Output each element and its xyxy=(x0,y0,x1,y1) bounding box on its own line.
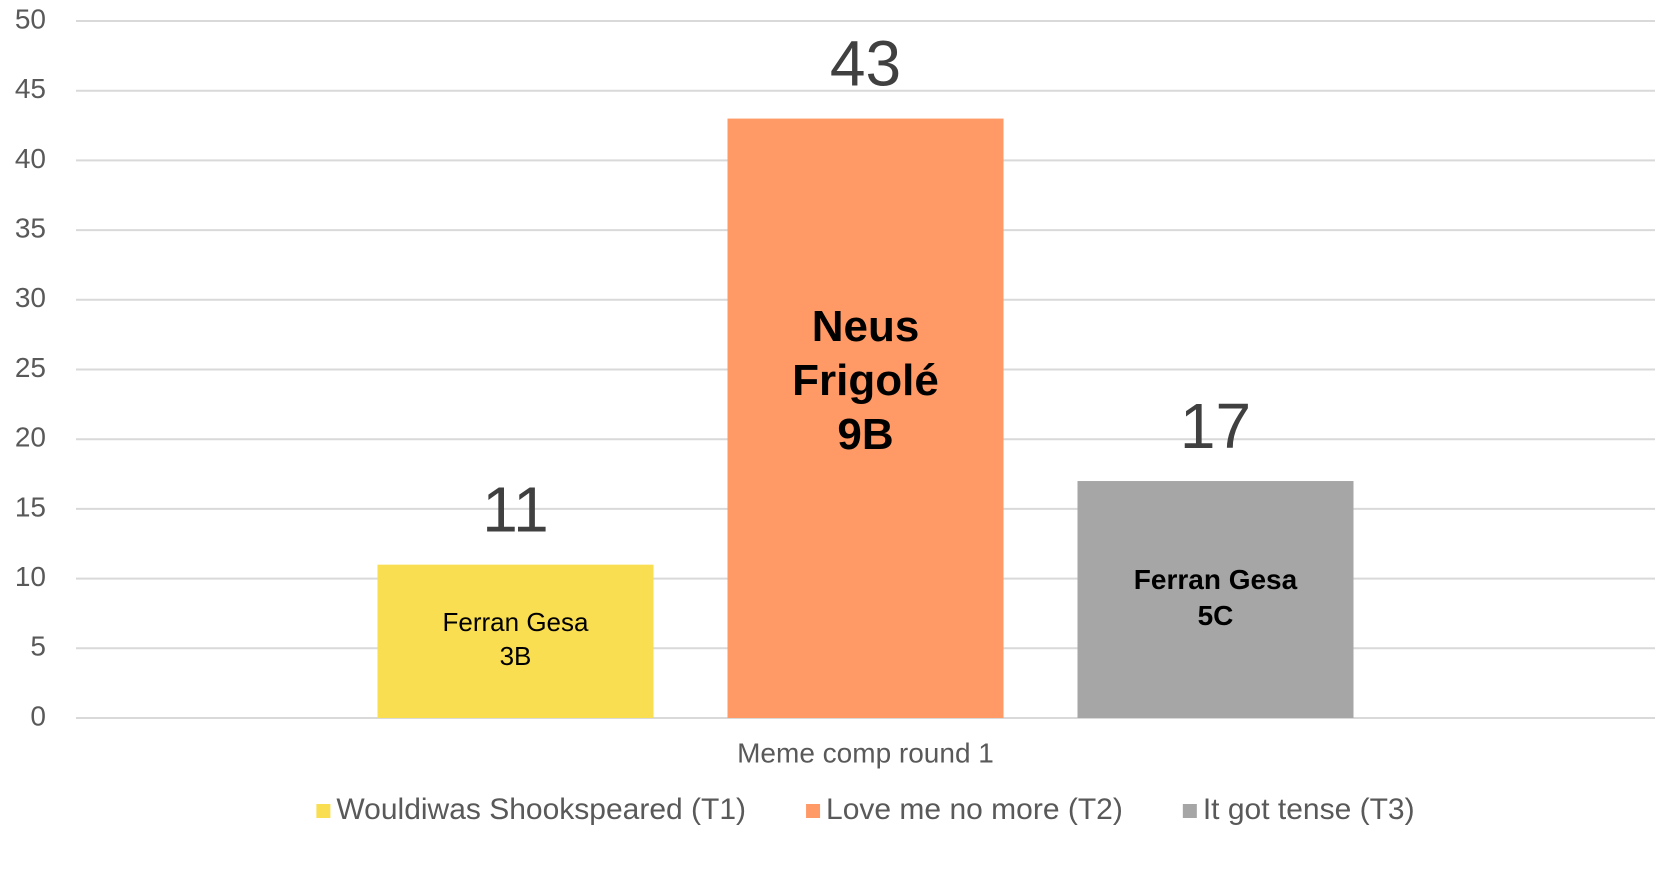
y-tick-label: 0 xyxy=(30,700,46,731)
bar-annotation: 3B xyxy=(500,641,532,671)
legend-swatch xyxy=(1182,804,1197,818)
y-tick-label: 20 xyxy=(15,422,46,453)
y-tick-label: 35 xyxy=(15,212,46,243)
legend-label: Wouldiwas Shookspeared (T1) xyxy=(336,793,746,826)
bar xyxy=(727,118,1004,718)
y-tick-label: 10 xyxy=(15,561,46,592)
legend-label: It got tense (T3) xyxy=(1203,793,1415,826)
y-tick-label: 5 xyxy=(30,631,46,662)
bar-annotation: Ferran Gesa xyxy=(1134,564,1298,595)
x-tick-label: Meme comp round 1 xyxy=(737,737,994,768)
legend-label: Love me no more (T2) xyxy=(826,793,1123,826)
bar-annotation: 9B xyxy=(837,410,893,459)
bar xyxy=(1077,481,1354,718)
bar-annotation: Neus xyxy=(812,302,920,351)
bar xyxy=(377,564,654,718)
legend-swatch xyxy=(806,804,821,818)
y-tick-label: 40 xyxy=(15,143,46,174)
value-label: 11 xyxy=(482,474,548,546)
value-label: 43 xyxy=(830,27,901,99)
y-tick-label: 45 xyxy=(15,73,46,104)
bar-annotation: Frigolé xyxy=(792,356,939,405)
y-tick-label: 50 xyxy=(15,3,46,34)
y-tick-label: 15 xyxy=(15,491,46,522)
y-tick-label: 30 xyxy=(15,282,46,313)
bar-annotation: 5C xyxy=(1198,600,1234,631)
bar-annotation: Ferran Gesa xyxy=(443,607,589,637)
value-label: 17 xyxy=(1180,390,1251,462)
legend-swatch xyxy=(316,804,331,818)
y-tick-label: 25 xyxy=(15,352,46,383)
